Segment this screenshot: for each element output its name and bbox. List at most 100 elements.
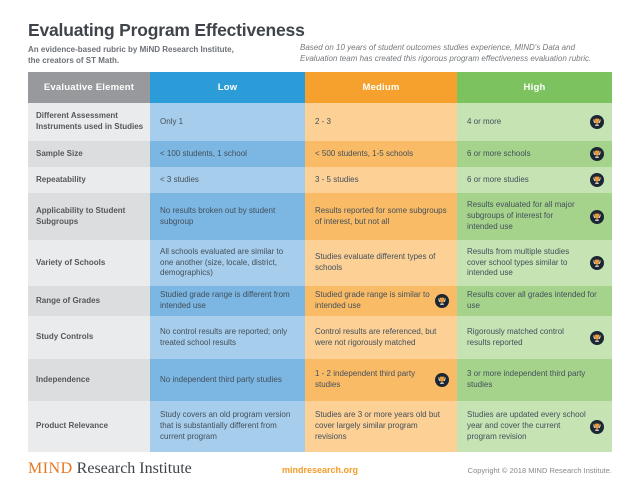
- row-element-label: Study Controls: [28, 316, 150, 359]
- cell-medium: 3 - 5 studies: [305, 167, 457, 193]
- cell-text: 2 - 3: [315, 116, 332, 126]
- row-element-label: Repeatability: [28, 167, 150, 193]
- cell-text: Results reported for some subgroups of i…: [315, 205, 447, 226]
- cell-low: Studied grade range is different from in…: [150, 286, 305, 316]
- cell-text: Study covers an old program version that…: [160, 410, 291, 441]
- cell-medium: 1 - 2 independent third party studies: [305, 359, 457, 401]
- cell-low: No independent third party studies: [150, 359, 305, 401]
- document-header: Evaluating Program Effectiveness An evid…: [28, 20, 612, 70]
- column-header-medium: Medium: [305, 72, 457, 103]
- trophy-icon: [435, 373, 449, 387]
- row-element-label: Variety of Schools: [28, 240, 150, 286]
- cell-text: Rigorously matched control results repor…: [467, 326, 564, 347]
- row-element-label: Range of Grades: [28, 286, 150, 316]
- cell-text: Control results are referenced, but were…: [315, 326, 437, 347]
- cell-text: Studies are updated every school year an…: [467, 410, 586, 441]
- trophy-icon: [590, 115, 604, 129]
- website-link[interactable]: mindresearch.org: [281, 465, 359, 475]
- intro-note: Based on 10 years of student outcomes st…: [300, 43, 592, 64]
- cell-low: < 3 studies: [150, 167, 305, 193]
- row-element-label: Different Assessment Instruments used in…: [28, 103, 150, 141]
- trophy-icon: [590, 419, 604, 434]
- row-element-label: Independence: [28, 359, 150, 401]
- trophy-icon: [590, 147, 604, 161]
- subtitle-line-2: the creators of ST Math.: [28, 55, 120, 65]
- column-header-high: High: [457, 72, 612, 103]
- cell-text: Studied grade range is different from in…: [160, 290, 290, 310]
- column-header-low: Low: [150, 72, 305, 103]
- cell-text: 6 or more studies: [467, 174, 529, 184]
- cell-medium: < 500 students, 1-5 schools: [305, 141, 457, 167]
- cell-medium: 2 - 3: [305, 103, 457, 141]
- cell-text: Results cover all grades intended for us…: [467, 290, 597, 310]
- cell-high: 6 or more studies: [457, 167, 612, 193]
- trophy-icon: [590, 173, 604, 187]
- cell-text: Results evaluated for all major subgroup…: [467, 200, 575, 231]
- table-row: Sample Size < 100 students, 1 school < 5…: [28, 141, 612, 167]
- table-row: Variety of Schools All schools evaluated…: [28, 240, 612, 286]
- cell-high: Results evaluated for all major subgroup…: [457, 193, 612, 240]
- page-subtitle: An evidence-based rubric by MiND Researc…: [28, 45, 612, 67]
- cell-low: Study covers an old program version that…: [150, 401, 305, 452]
- table-header-row: Evaluative Element Low Medium High: [28, 72, 612, 103]
- trophy-icon: [590, 330, 604, 345]
- table-row: Different Assessment Instruments used in…: [28, 103, 612, 141]
- cell-text: 6 or more schools: [467, 148, 531, 158]
- cell-text: Results from multiple studies cover scho…: [467, 246, 570, 278]
- cell-text: < 500 students, 1-5 schools: [315, 148, 414, 158]
- cell-high: 3 or more independent third party studie…: [457, 359, 612, 401]
- copyright-text: Copyright © 2018 MIND Research Institute…: [467, 466, 612, 475]
- logo-rest-text: Research Institute: [72, 460, 192, 477]
- cell-high: Rigorously matched control results repor…: [457, 316, 612, 359]
- page-title: Evaluating Program Effectiveness: [28, 20, 305, 40]
- cell-low: No control results are reported; only tr…: [150, 316, 305, 359]
- logo-mind-text: MIND: [28, 460, 73, 477]
- cell-high: Results cover all grades intended for us…: [457, 286, 612, 316]
- table-row: Independence No independent third party …: [28, 359, 612, 401]
- row-element-label: Product Relevance: [28, 401, 150, 452]
- table-row: Range of Grades Studied grade range is d…: [28, 286, 612, 316]
- cell-text: No control results are reported; only tr…: [160, 326, 288, 347]
- cell-text: 4 or more: [467, 116, 502, 126]
- column-header-evaluative-element: Evaluative Element: [28, 72, 150, 103]
- cell-text: < 3 studies: [160, 174, 199, 184]
- trophy-icon: [435, 294, 449, 308]
- trophy-icon: [590, 209, 604, 224]
- cell-high: Studies are updated every school year an…: [457, 401, 612, 452]
- cell-text: Studied grade range is similar to intend…: [315, 290, 430, 310]
- table-row: Repeatability < 3 studies 3 - 5 studies …: [28, 167, 612, 193]
- cell-text: Studies evaluate different types of scho…: [315, 252, 436, 272]
- subtitle-line-1: An evidence-based rubric by MiND Researc…: [28, 45, 234, 54]
- cell-medium: Studies are 3 or more years old but cove…: [305, 401, 457, 452]
- cell-high: 4 or more: [457, 103, 612, 141]
- cell-text: No results broken out by student subgrou…: [160, 205, 276, 226]
- cell-medium: Results reported for some subgroups of i…: [305, 193, 457, 240]
- table-row: Applicability to Student Subgroups No re…: [28, 193, 612, 240]
- row-element-label: Sample Size: [28, 141, 150, 167]
- cell-low: < 100 students, 1 school: [150, 141, 305, 167]
- cell-high: 6 or more schools: [457, 141, 612, 167]
- cell-low: Only 1: [150, 103, 305, 141]
- cell-text: 3 or more independent third party studie…: [467, 369, 586, 389]
- cell-text: Studies are 3 or more years old but cove…: [315, 410, 440, 441]
- cell-text: All schools evaluated are similar to one…: [160, 246, 284, 278]
- trophy-icon: [590, 256, 604, 270]
- cell-text: No independent third party studies: [160, 374, 282, 384]
- cell-medium: Control results are referenced, but were…: [305, 316, 457, 359]
- cell-text: 3 - 5 studies: [315, 174, 359, 184]
- cell-high: Results from multiple studies cover scho…: [457, 240, 612, 286]
- cell-low: No results broken out by student subgrou…: [150, 193, 305, 240]
- table-row: Product Relevance Study covers an old pr…: [28, 401, 612, 452]
- cell-medium: Studies evaluate different types of scho…: [305, 240, 457, 286]
- cell-text: < 100 students, 1 school: [160, 148, 247, 158]
- cell-text: 1 - 2 independent third party studies: [315, 369, 416, 389]
- rubric-table: Evaluative Element Low Medium High Diffe…: [28, 72, 612, 452]
- document-footer: MIND Research Institute mindresearch.org…: [28, 458, 612, 484]
- cell-text: Only 1: [160, 116, 184, 126]
- cell-low: All schools evaluated are similar to one…: [150, 240, 305, 286]
- row-element-label: Applicability to Student Subgroups: [28, 193, 150, 240]
- mind-research-institute-logo: MIND Research Institute: [28, 460, 192, 478]
- table-row: Study Controls No control results are re…: [28, 316, 612, 359]
- cell-medium: Studied grade range is similar to intend…: [305, 286, 457, 316]
